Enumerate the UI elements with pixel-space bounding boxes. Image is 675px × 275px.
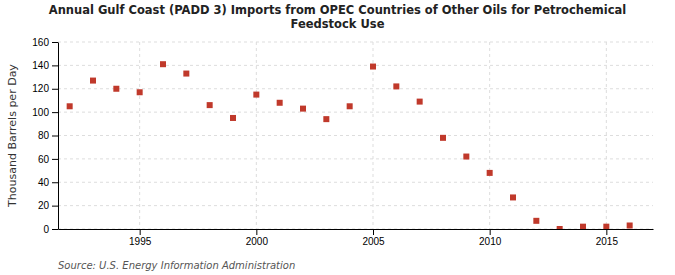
square-point (113, 86, 119, 92)
square-point (393, 83, 399, 89)
square-point (300, 106, 306, 112)
x-tick-mark (140, 229, 141, 235)
square-point (67, 103, 73, 109)
y-tick-label: 80 (38, 130, 50, 141)
y-tick-mark (52, 182, 58, 183)
y-tick-mark (52, 229, 58, 230)
x-tick-mark (373, 229, 374, 235)
square-point (533, 218, 539, 224)
square-point (160, 61, 166, 67)
y-tick-mark (52, 136, 58, 137)
grid-line-y (58, 182, 653, 183)
grid-line-y (58, 88, 653, 89)
square-point (183, 71, 189, 77)
y-tick-mark (52, 42, 58, 43)
title-line: Annual Gulf Coast (PADD 3) Imports from … (49, 3, 627, 17)
grid-line-x (373, 42, 374, 229)
x-axis: 1995 2000 2005 2010 2015 (59, 229, 654, 247)
x-axis-line (59, 229, 654, 230)
square-point (277, 100, 283, 106)
y-tick: 60 (38, 154, 58, 165)
grid-line-x (606, 42, 607, 229)
square-point (370, 64, 376, 70)
grid-line-y (58, 205, 653, 206)
square-point (440, 135, 446, 141)
y-tick-mark (52, 112, 58, 113)
square-point (323, 116, 329, 122)
x-tick: 2000 (246, 229, 269, 247)
y-tick: 80 (38, 130, 58, 141)
x-tick-mark (256, 229, 257, 235)
y-tick: 120 (32, 83, 58, 94)
x-tick-label: 2015 (596, 236, 619, 247)
x-tick: 2015 (596, 229, 619, 247)
square-point (417, 99, 423, 105)
grid-line-y (58, 135, 653, 136)
square-point (90, 78, 96, 84)
grid-line-y (58, 42, 653, 43)
y-tick-label: 140 (32, 60, 49, 71)
grid (58, 42, 653, 229)
y-axis-line (58, 43, 59, 230)
x-tick-mark (606, 229, 607, 235)
grid-line-y (58, 158, 653, 159)
title: Annual Gulf Coast (PADD 3) Imports from … (49, 3, 627, 31)
square-point (347, 103, 353, 109)
square-point (510, 194, 516, 200)
square-point (230, 115, 236, 121)
x-tick-label: 2010 (479, 236, 502, 247)
y-tick-mark (52, 89, 58, 90)
y-axis: 0 20 40 60 80 100 120 140 160 (32, 37, 58, 235)
y-tick-label: 20 (38, 200, 50, 211)
grid-line-x (256, 42, 257, 229)
x-tick-label: 1995 (129, 236, 152, 247)
square-point (207, 102, 213, 108)
y-tick: 160 (32, 37, 58, 48)
grid-line-x (489, 42, 490, 229)
points (67, 61, 633, 229)
y-tick-mark (52, 206, 58, 207)
x-tick-label: 2000 (246, 236, 269, 247)
title-line: Feedstock Use (291, 17, 385, 31)
chart: Annual Gulf Coast (PADD 3) Imports from … (0, 0, 675, 275)
y-tick: 100 (32, 107, 58, 118)
square-point (137, 89, 143, 95)
square-point (580, 224, 586, 229)
x-tick: 1995 (129, 229, 152, 247)
square-point (603, 224, 609, 229)
grid-line-y (58, 112, 653, 113)
x-tick-label: 2005 (362, 236, 385, 247)
square-point (253, 92, 259, 98)
y-tick-mark (52, 159, 58, 160)
y-tick-label: 60 (38, 154, 50, 165)
y-label: Thousand Barrels per Day (6, 64, 19, 208)
grid-line-y (58, 229, 653, 230)
grid-line-x (139, 42, 140, 229)
y-tick: 0 (43, 224, 58, 235)
square-point (627, 222, 633, 228)
y-tick-label: 40 (38, 177, 50, 188)
square-point (487, 170, 493, 176)
source: Source: U.S. Energy Information Administ… (58, 260, 295, 271)
y-tick: 20 (38, 200, 58, 211)
y-tick-label: 0 (43, 224, 49, 235)
grid-line-y (58, 65, 653, 66)
x-tick: 2010 (479, 229, 502, 247)
square-point (557, 226, 563, 229)
square-point (463, 154, 469, 160)
y-tick: 140 (32, 60, 58, 71)
y-tick-label: 160 (32, 37, 49, 48)
y-tick-mark (52, 65, 58, 66)
x-tick-mark (490, 229, 491, 235)
plot: 1995 2000 2005 2010 2015 0 20 40 60 80 100 120 140 16… (6, 37, 654, 247)
x-tick: 2005 (362, 229, 385, 247)
y-tick-label: 120 (32, 83, 49, 94)
y-tick: 40 (38, 177, 58, 188)
y-tick-label: 100 (32, 107, 49, 118)
